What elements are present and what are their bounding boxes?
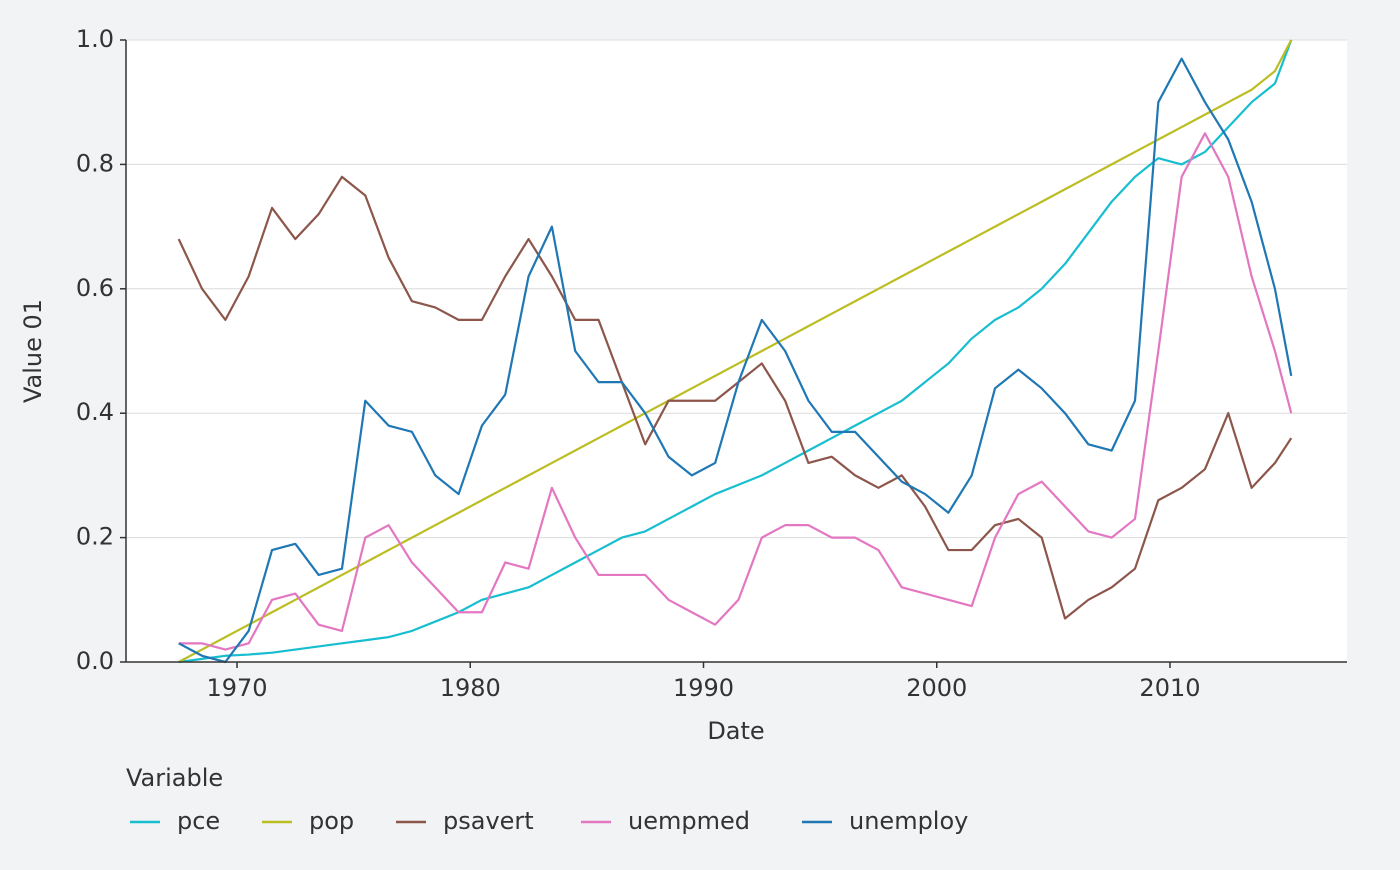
legend-label: uempmed xyxy=(628,807,750,835)
x-tick-label: 2010 xyxy=(1139,674,1200,702)
x-tick-label: 1990 xyxy=(673,674,734,702)
y-tick-label: 1.0 xyxy=(76,25,114,53)
legend-label: unemploy xyxy=(849,807,968,835)
y-tick-label: 0.0 xyxy=(76,647,114,675)
x-axis-title: Date xyxy=(707,717,764,745)
y-axis-title: Value 01 xyxy=(19,299,47,403)
series-line xyxy=(178,39,1293,664)
legend-label: pop xyxy=(309,807,354,835)
x-tick-label: 1970 xyxy=(206,674,267,702)
plot-area xyxy=(126,40,1347,662)
legend-title: Variable xyxy=(126,764,223,792)
y-tick-label: 0.4 xyxy=(76,398,114,426)
series-line xyxy=(178,57,1293,664)
x-tick-label: 1980 xyxy=(440,674,501,702)
legend-label: pce xyxy=(177,807,220,835)
y-tick-label: 0.8 xyxy=(76,149,114,177)
series-line xyxy=(178,39,1293,663)
x-tick-label: 2000 xyxy=(906,674,967,702)
legend-label: psavert xyxy=(443,807,534,835)
series-line xyxy=(178,132,1293,651)
y-tick-label: 0.6 xyxy=(76,274,114,302)
y-tick-label: 0.2 xyxy=(76,523,114,551)
